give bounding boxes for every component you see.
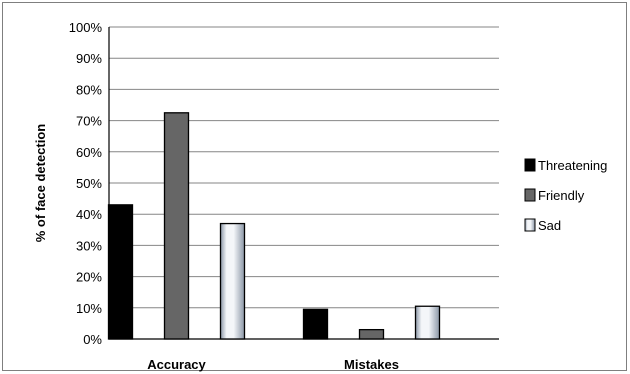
y-tick-label: 20% bbox=[76, 270, 102, 285]
y-tick-label: 70% bbox=[76, 114, 102, 129]
bar-threatening-mistakes bbox=[302, 308, 329, 340]
x-axis-categories: Accuracy Mistakes bbox=[147, 357, 399, 372]
bar-sad-accuracy bbox=[219, 222, 246, 340]
y-tick-label: 10% bbox=[76, 301, 102, 316]
y-tick-label: 80% bbox=[76, 82, 102, 97]
y-tick-label: 90% bbox=[76, 51, 102, 66]
y-tick-label: 0% bbox=[83, 332, 102, 347]
y-tick-label: 60% bbox=[76, 145, 102, 160]
legend-swatch-friendly bbox=[524, 188, 536, 202]
legend-label-threatening: Threatening bbox=[538, 158, 607, 173]
legend-swatch-sad bbox=[524, 218, 536, 232]
legend-swatch-threatening bbox=[524, 158, 536, 172]
y-tick-label: 50% bbox=[76, 176, 102, 191]
y-axis-ticks: 0% 10% 20% 30% 40% 50% 60% 70% 80% 90% 100% bbox=[69, 20, 103, 347]
y-tick-label: 40% bbox=[76, 207, 102, 222]
x-category-label: Mistakes bbox=[344, 357, 399, 372]
x-category-label: Accuracy bbox=[147, 357, 206, 372]
legend-label-sad: Sad bbox=[538, 218, 561, 233]
legend-label-friendly: Friendly bbox=[538, 188, 585, 203]
bar-sad-mistakes bbox=[414, 305, 441, 340]
bar-friendly-accuracy bbox=[163, 112, 190, 340]
y-axis-title: % of face detection bbox=[33, 124, 48, 243]
bars bbox=[107, 112, 441, 340]
bar-threatening-accuracy bbox=[107, 204, 134, 340]
bar-friendly-mistakes bbox=[358, 328, 385, 340]
legend: Threatening Friendly Sad bbox=[524, 158, 607, 233]
y-tick-label: 100% bbox=[69, 20, 103, 35]
y-tick-label: 30% bbox=[76, 238, 102, 253]
